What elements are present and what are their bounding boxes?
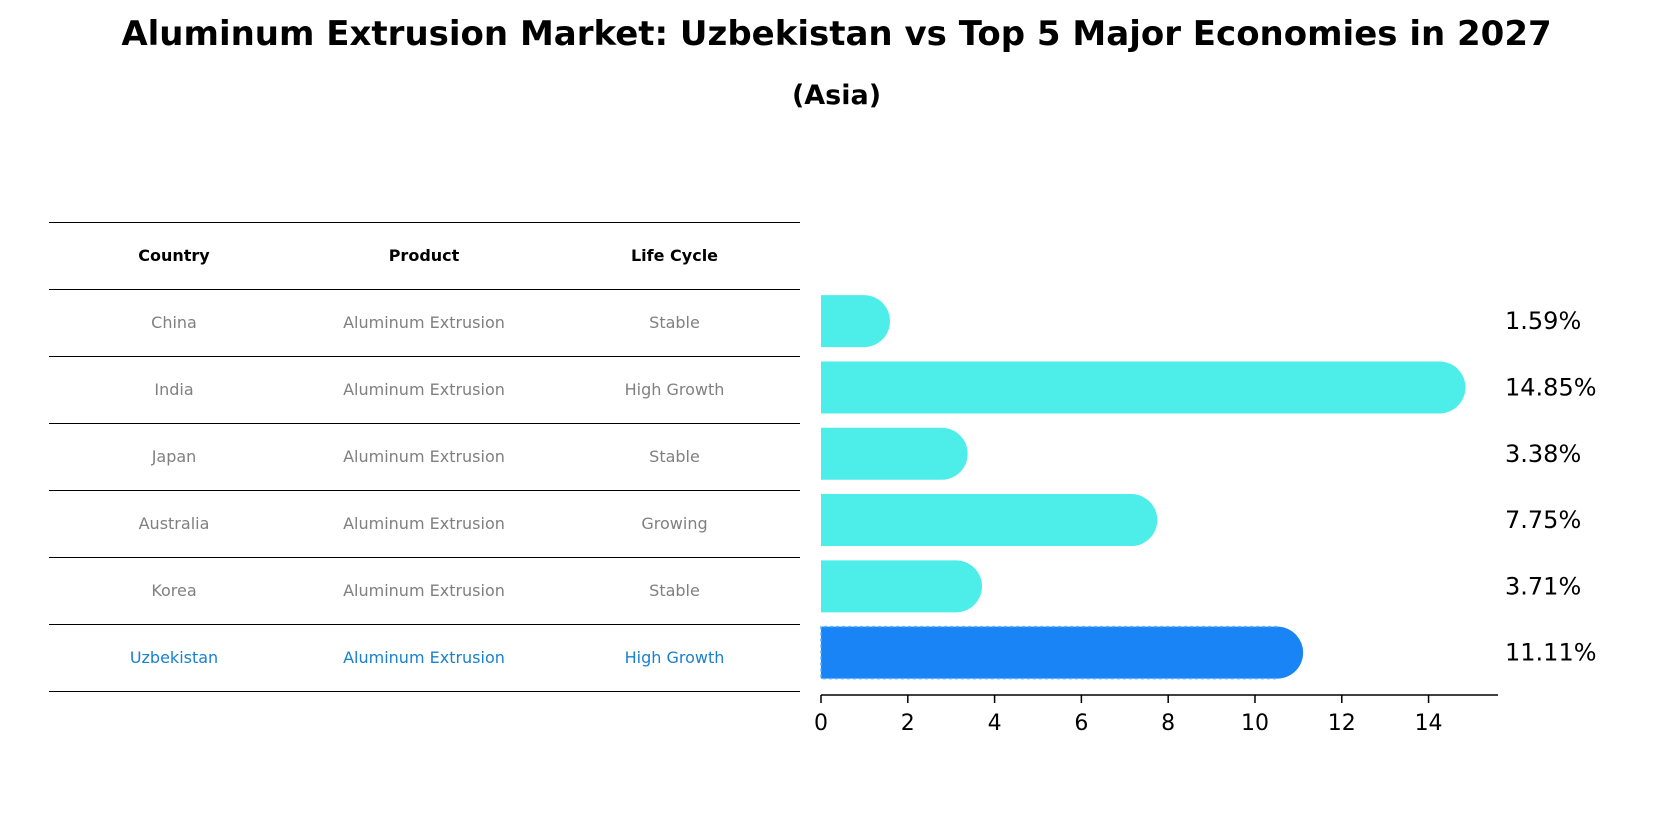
table-row-highlighted: Uzbekistan Aluminum Extrusion High Growt…: [49, 624, 800, 692]
cell-country: Australia: [138, 514, 210, 533]
cell-life-cycle: High Growth: [624, 648, 725, 667]
bar-india: [821, 361, 1466, 414]
value-label: 14.85%: [1505, 373, 1597, 401]
header-life-cycle: Life Cycle: [630, 246, 719, 265]
cell-life-cycle: Growing: [641, 514, 708, 533]
cell-product: Aluminum Extrusion: [343, 313, 505, 332]
table-row: India Aluminum Extrusion High Growth: [49, 356, 800, 423]
bar-australia: [821, 494, 1158, 547]
table-row: Australia Aluminum Extrusion Growing: [49, 490, 800, 557]
cell-product: Aluminum Extrusion: [343, 648, 505, 667]
bar-china: [821, 295, 891, 348]
header-product: Product: [388, 246, 460, 265]
x-tick-label: 0: [814, 711, 828, 736]
cell-life-cycle: Stable: [649, 581, 700, 600]
value-label: 11.11%: [1505, 639, 1597, 667]
bar-uzbekistan: [821, 626, 1304, 679]
cell-product: Aluminum Extrusion: [343, 380, 505, 399]
value-label: 7.75%: [1505, 506, 1581, 534]
x-tick-label: 4: [988, 711, 1002, 736]
cell-product: Aluminum Extrusion: [343, 514, 505, 533]
table-row: Korea Aluminum Extrusion Stable: [49, 557, 800, 624]
cell-life-cycle: Stable: [649, 447, 700, 466]
chart-title: Aluminum Extrusion Market: Uzbekistan vs…: [121, 14, 1552, 54]
bar-highlight-outline: [820, 625, 1278, 680]
cell-country: Japan: [151, 447, 197, 466]
value-label: 3.38%: [1505, 440, 1581, 468]
cell-life-cycle: High Growth: [624, 380, 725, 399]
x-tick-label: 10: [1241, 711, 1269, 736]
value-label: 3.71%: [1505, 572, 1581, 600]
header-country: Country: [138, 246, 210, 265]
cell-country: India: [154, 380, 194, 399]
cell-country: China: [151, 313, 197, 332]
cell-country: Korea: [151, 581, 197, 600]
x-tick-label: 2: [901, 711, 915, 736]
bar-japan: [821, 427, 968, 480]
data-table: Country Product Life Cycle China Aluminu…: [49, 222, 800, 692]
table-row: China Aluminum Extrusion Stable: [49, 289, 800, 356]
bar-korea: [821, 560, 983, 613]
cell-product: Aluminum Extrusion: [343, 447, 505, 466]
table-header-row: Country Product Life Cycle: [49, 222, 800, 289]
x-tick-label: 12: [1328, 711, 1356, 736]
chart-subtitle: (Asia): [791, 80, 882, 111]
x-tick-label: 8: [1161, 711, 1175, 736]
cell-product: Aluminum Extrusion: [343, 581, 505, 600]
x-tick-label: 14: [1415, 711, 1443, 736]
x-tick-label: 6: [1074, 711, 1088, 736]
table-row: Japan Aluminum Extrusion Stable: [49, 423, 800, 490]
value-label: 1.59%: [1505, 307, 1581, 335]
cell-life-cycle: Stable: [649, 313, 700, 332]
cell-country: Uzbekistan: [129, 648, 219, 667]
